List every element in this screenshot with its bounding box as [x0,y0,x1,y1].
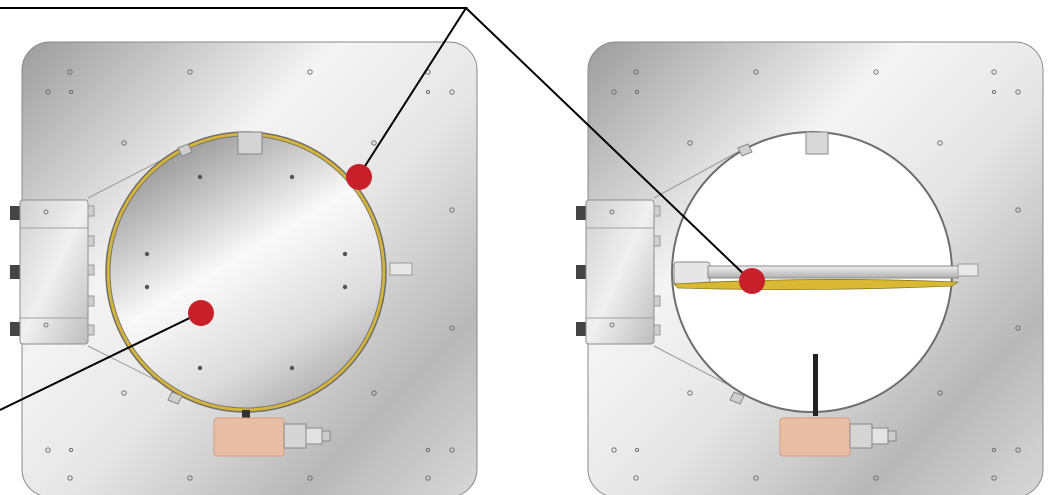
closed-disc-marker [188,300,214,326]
seal-ring-marker [346,164,372,190]
actuator-housing [10,147,186,393]
shaft-stub [389,262,413,276]
open-blade-marker [739,268,765,294]
probe-rod [813,354,818,416]
leader-lines [0,7,752,411]
valve-blade-open [673,261,979,290]
valve-closed-panel [10,41,478,495]
valve-open-panel [576,41,1044,495]
leader-line-bottom [0,312,201,411]
valve-disc [109,135,383,409]
actuator-housing [576,147,746,393]
plate-holes [611,69,1021,481]
disc-holes [144,174,348,371]
disc-top-tab [237,131,263,155]
leader-line-top-branch [465,7,752,282]
bottom-connector [779,417,897,457]
bore-top-tab [805,131,829,155]
bottom-connector [213,410,331,457]
